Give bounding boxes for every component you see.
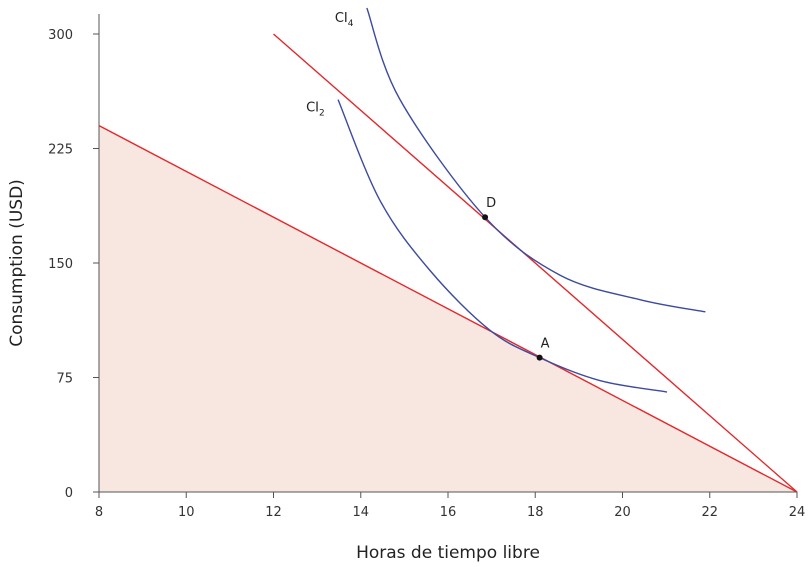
y-tick-label: 0 (65, 486, 73, 501)
y-tick-label: 150 (48, 257, 73, 272)
y-tick-label: 300 (48, 28, 73, 43)
point-label: A (541, 337, 550, 352)
y-axis-label: Consumption (USD) (7, 179, 27, 347)
budget-line-1 (98, 124, 798, 493)
label-subscript: 4 (348, 19, 354, 29)
label-subscript: 2 (319, 109, 325, 119)
x-tick-label: 22 (701, 505, 718, 520)
x-tick-label: 20 (614, 505, 631, 520)
indifference-curve-4 (366, 7, 706, 313)
point-label: D (486, 196, 496, 211)
x-tick-label: 10 (178, 505, 195, 520)
x-tick-label: 8 (95, 505, 103, 520)
indifference-curve-label: CI4 (335, 11, 354, 29)
x-tick-label: 16 (440, 505, 457, 520)
y-tick-label: 225 (48, 143, 73, 158)
indifference-curve-2 (337, 99, 668, 393)
x-tick-label: 12 (265, 505, 282, 520)
indifference-curve-label: CI2 (306, 101, 325, 119)
x-tick-label: 18 (527, 505, 544, 520)
x-axis-label: Horas de tiempo libre (356, 543, 540, 563)
point-A (536, 354, 543, 361)
y-tick-label: 75 (56, 372, 73, 387)
point-D (482, 214, 489, 221)
x-tick-label: 14 (352, 505, 369, 520)
x-tick-label: 24 (789, 505, 806, 520)
budget-line-2 (273, 33, 798, 493)
